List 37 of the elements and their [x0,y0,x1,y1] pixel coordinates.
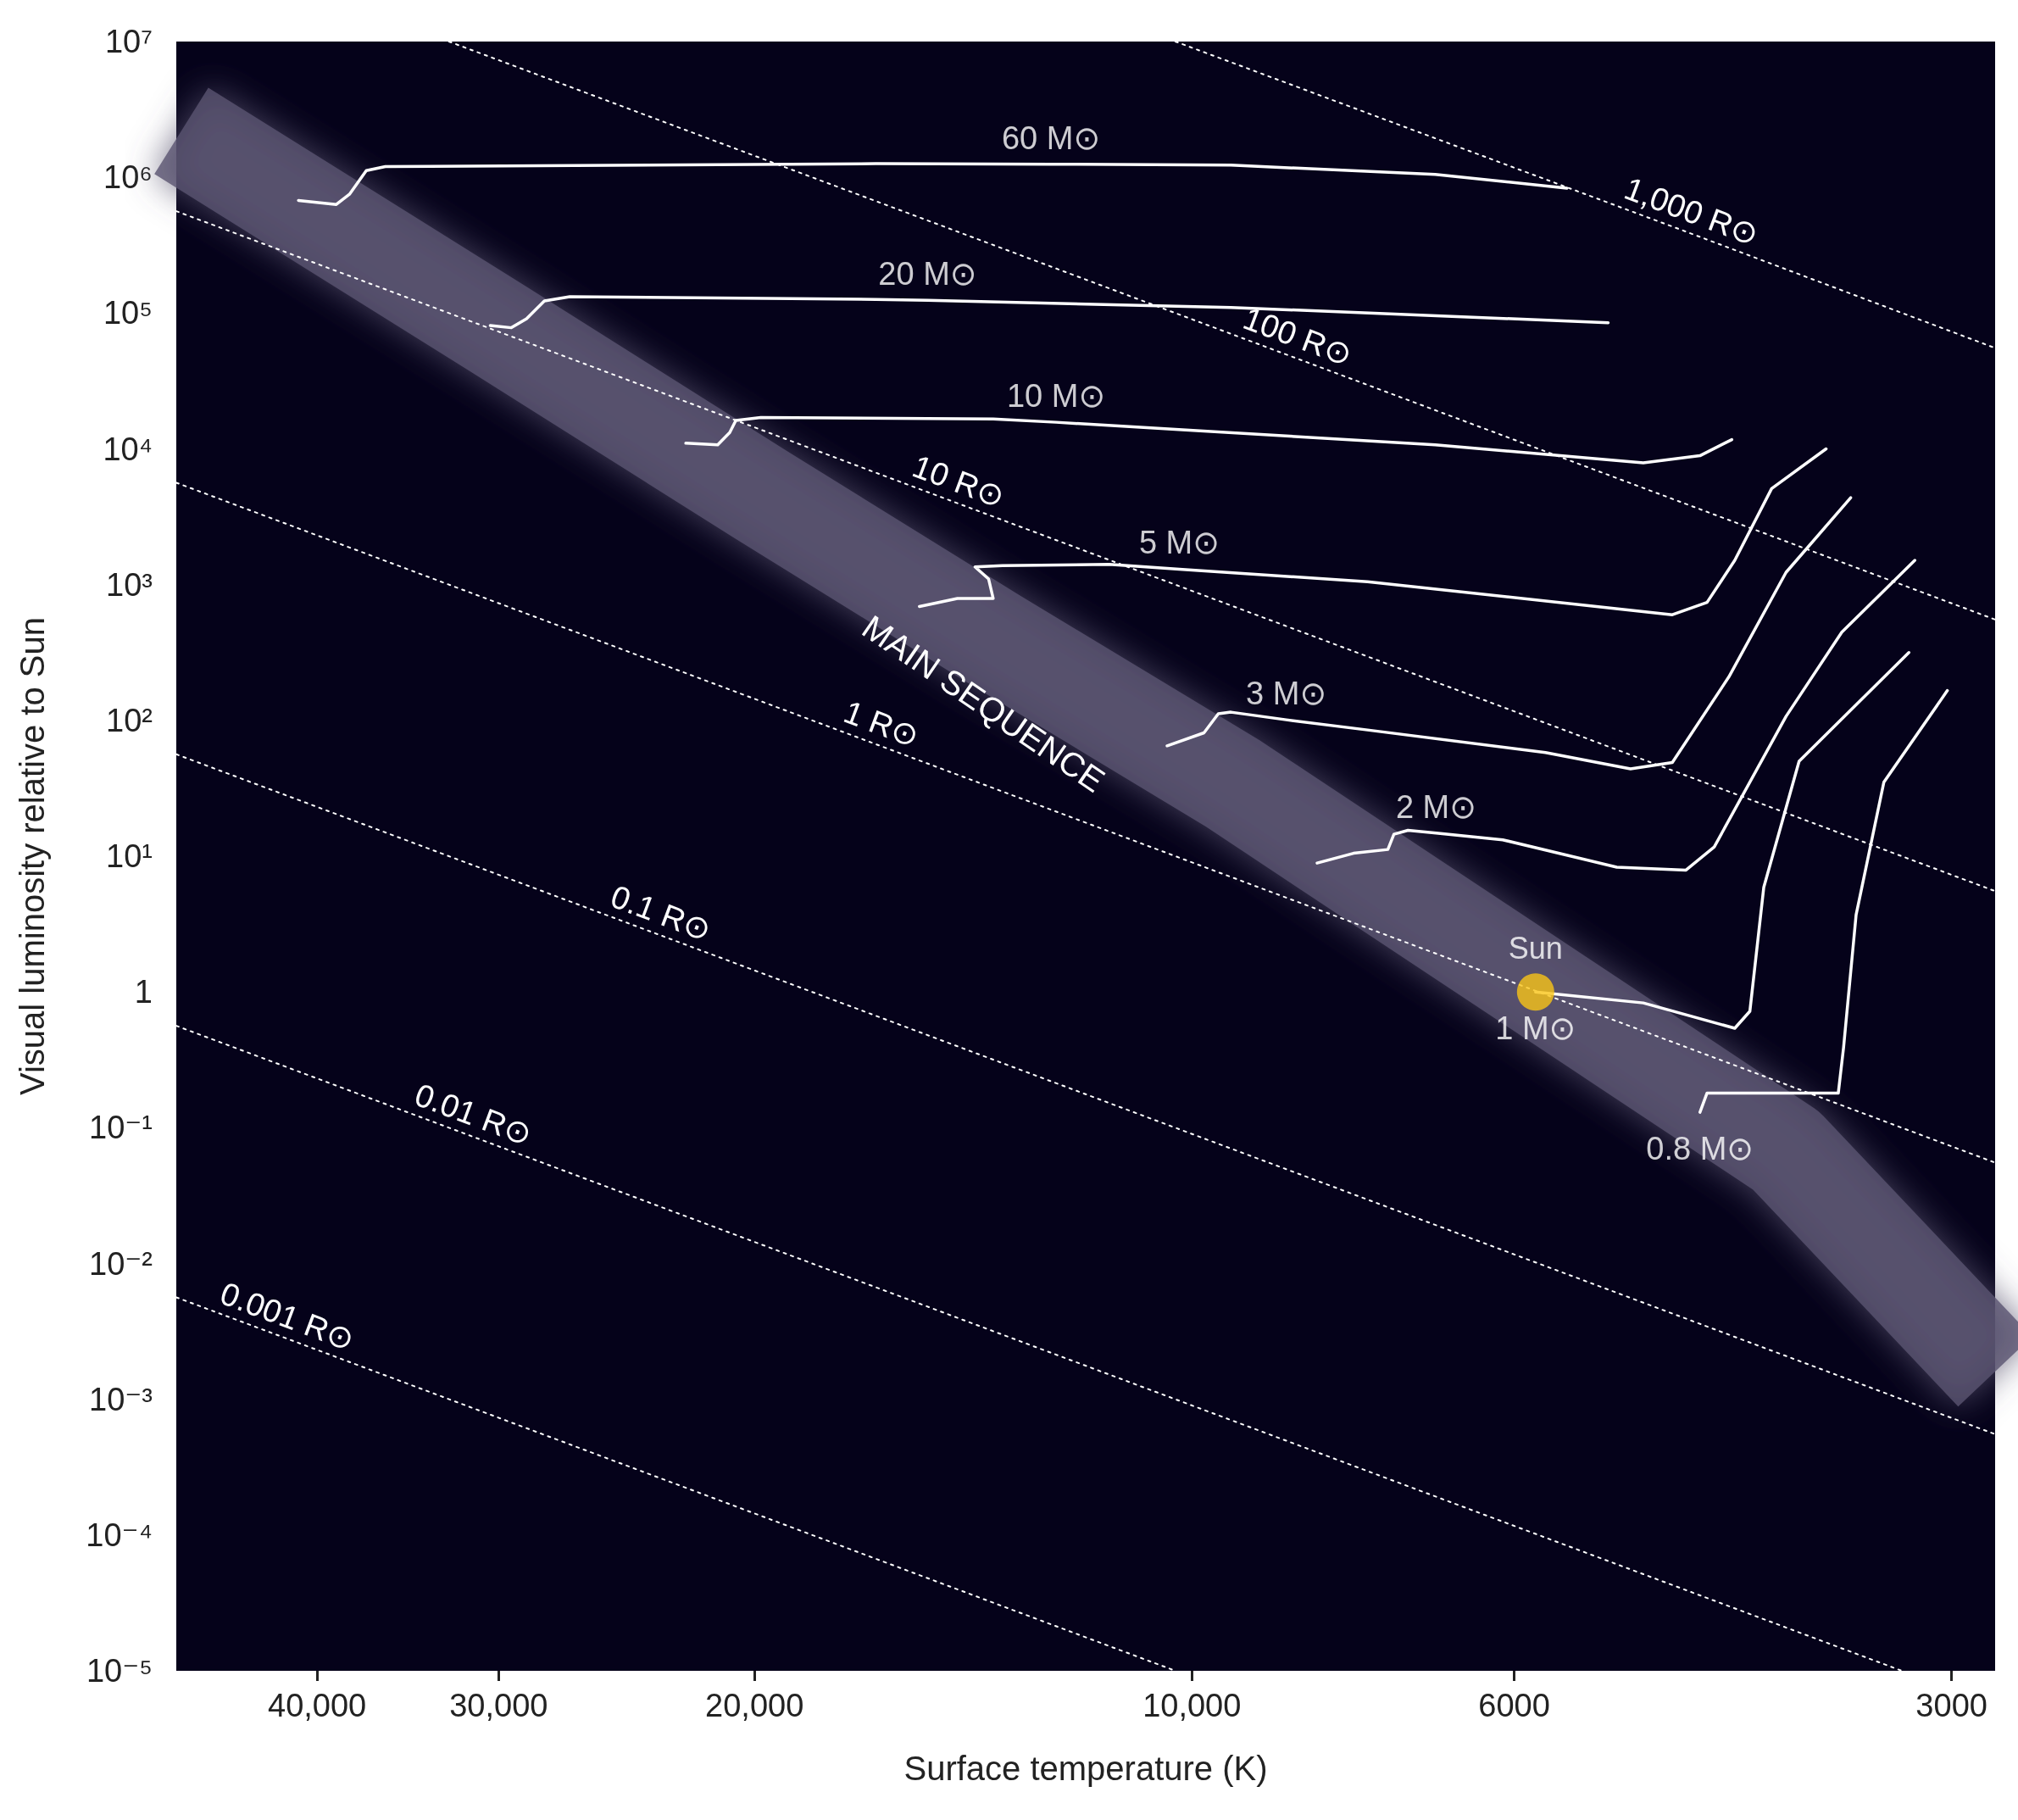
y-axis-title: Visual luminosity relative to Sun [14,617,51,1095]
y-tick-label: 10² [106,702,153,738]
x-tick-label: 3000 [1915,1688,1987,1723]
y-tick-label: 10⁻⁴ [86,1517,153,1553]
y-tick-label: 10⁻¹ [89,1110,153,1146]
y-tick-label: 10⁷ [104,24,153,59]
text: 1,000 R⊙ [1620,170,1764,253]
y-tick-label: 10⁻³ [89,1381,153,1417]
y-tick-label: 10⁵ [103,295,153,331]
text: 0.1 R⊙ [606,878,716,949]
annotation: 1 M⊙ [1495,1010,1576,1047]
annotation: 3 M⊙ [1246,676,1327,712]
y-tick-label: 10¹ [106,838,153,874]
y-tick-label: 10⁻² [89,1245,153,1282]
text: 1 R⊙ [839,693,925,754]
series-label: Sun [1508,930,1563,966]
x-tick-label: 6000 [1478,1688,1550,1723]
y-tick-label: 1 [134,974,153,1010]
x-tick-label: 10,000 [1142,1688,1242,1723]
annotation: 5 M⊙ [1138,525,1220,561]
annotation: 20 M⊙ [878,256,977,292]
annotation: 0.8 M⊙ [1646,1131,1754,1167]
annotation: 60 M⊙ [1001,120,1101,156]
text: 10 R⊙ [908,448,1010,515]
text: 100 R⊙ [1238,300,1358,374]
text: 0.01 R⊙ [409,1077,537,1153]
annotation: 10 M⊙ [1006,378,1106,415]
y-tick-label: 10⁶ [103,159,153,196]
annotation: 2 M⊙ [1395,788,1477,825]
y-tick-label: 10³ [106,566,153,603]
x-tick-label: 30,000 [449,1688,548,1723]
y-tick-label: 10⁴ [103,431,153,467]
text: 0.001 R⊙ [215,1275,359,1358]
x-tick-label: 20,000 [705,1688,804,1723]
y-tick-label: 10⁻⁵ [86,1653,153,1689]
x-tick-label: 40,000 [268,1688,367,1723]
x-axis-title: Surface temperature (K) [903,1750,1268,1787]
